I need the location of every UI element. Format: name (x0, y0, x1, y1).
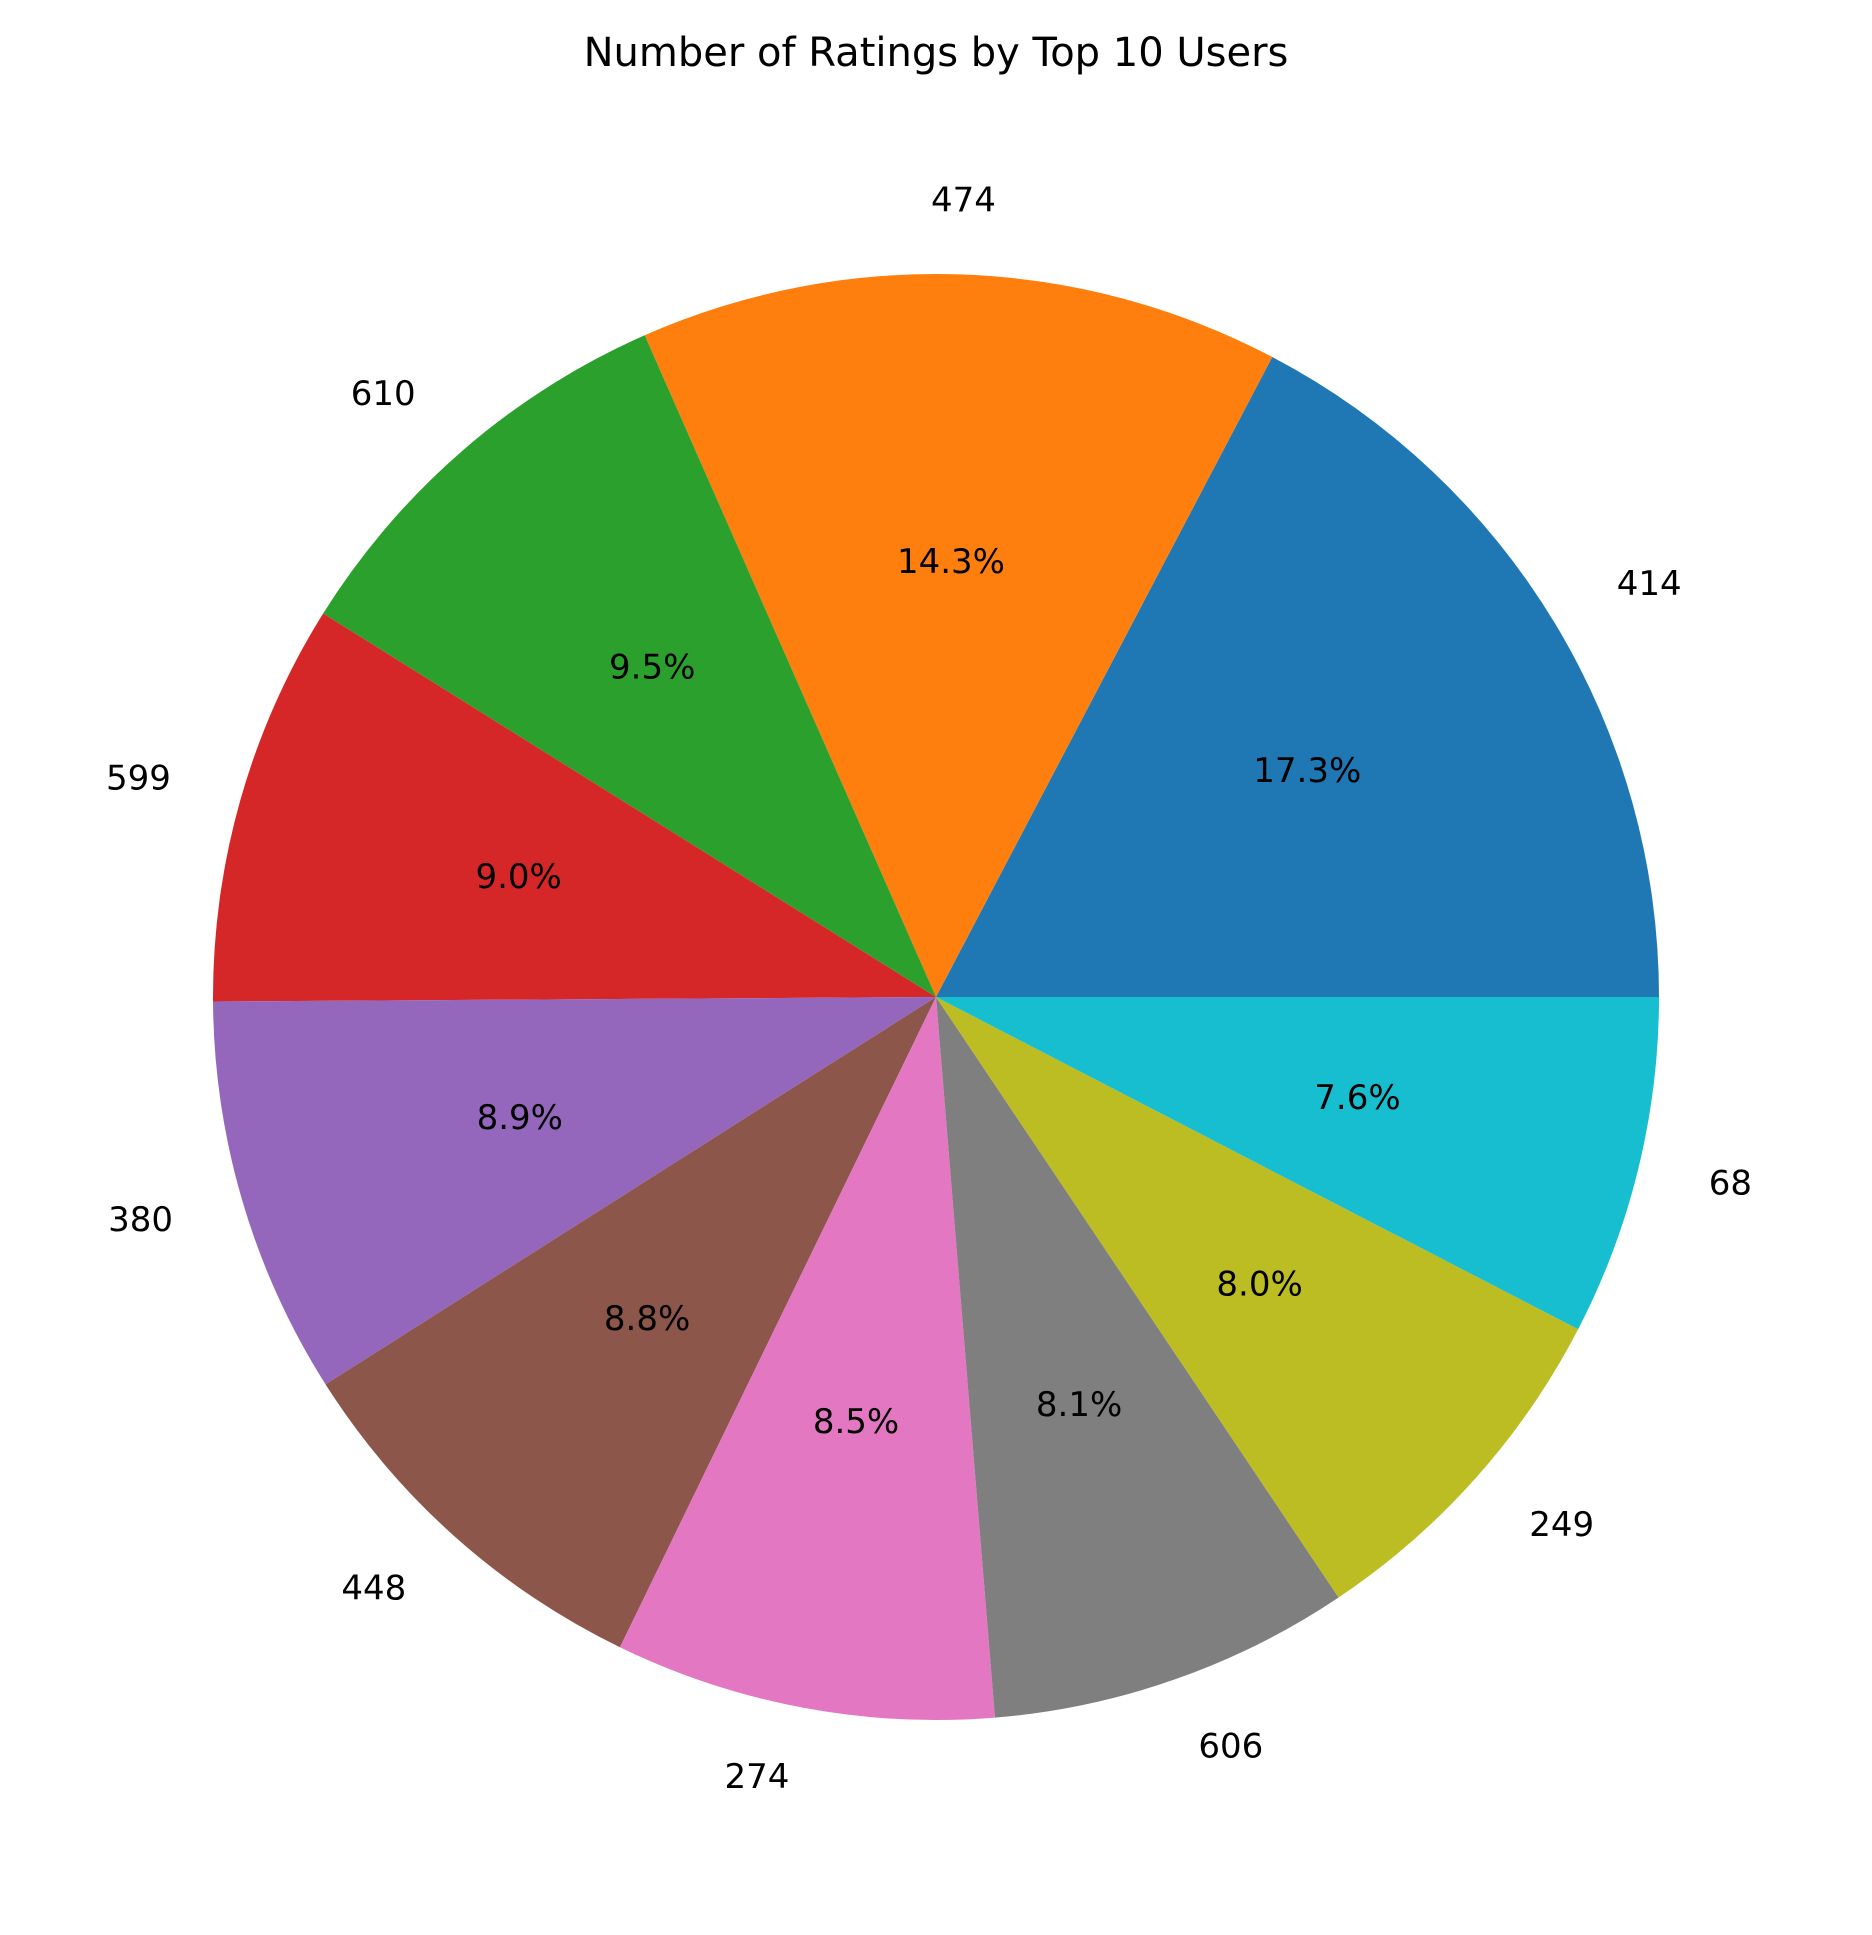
slice-label-610: 610 (351, 374, 416, 414)
pie-slice-380 (213, 997, 936, 1385)
pie-slice-474 (644, 274, 1273, 998)
slice-percent-249: 8.0% (1216, 1264, 1302, 1304)
chart-title: Number of Ratings by Top 10 Users (584, 30, 1289, 76)
slice-percent-606: 8.1% (1036, 1385, 1122, 1425)
slice-percent-599: 9.0% (475, 857, 561, 897)
slice-label-414: 414 (1617, 564, 1682, 604)
pie-slice-610 (323, 335, 936, 997)
slice-percent-448: 8.8% (604, 1299, 690, 1339)
pie-slice-274 (619, 997, 995, 1720)
slice-label-68: 68 (1709, 1164, 1752, 1204)
pie-slice-599 (212, 613, 936, 1002)
slice-label-606: 606 (1198, 1726, 1263, 1766)
pie-slice-249 (936, 997, 1579, 1598)
slice-label-474: 474 (931, 181, 996, 221)
slice-percent-68: 7.6% (1314, 1078, 1400, 1118)
pie-slice-68 (936, 997, 1659, 1330)
pie-slice-606 (936, 997, 1339, 1718)
pie-slice-448 (325, 997, 936, 1648)
slice-percent-380: 8.9% (477, 1098, 563, 1138)
slice-label-599: 599 (106, 758, 171, 798)
slice-percent-474: 14.3% (897, 542, 1005, 582)
slice-label-448: 448 (341, 1569, 406, 1609)
slice-label-249: 249 (1529, 1505, 1594, 1545)
slice-percent-610: 9.5% (609, 647, 695, 687)
slice-label-274: 274 (725, 1757, 790, 1797)
slice-percent-274: 8.5% (813, 1402, 899, 1442)
slice-percent-414: 17.3% (1253, 751, 1361, 791)
slice-label-380: 380 (108, 1200, 173, 1240)
pie-slices (212, 274, 1659, 1720)
pie-slice-414 (936, 356, 1659, 997)
pie-labels: 414 17.3% 474 14.3% 610 9.5% 599 9.0% 380 8.9% 448… (106, 181, 1752, 1798)
